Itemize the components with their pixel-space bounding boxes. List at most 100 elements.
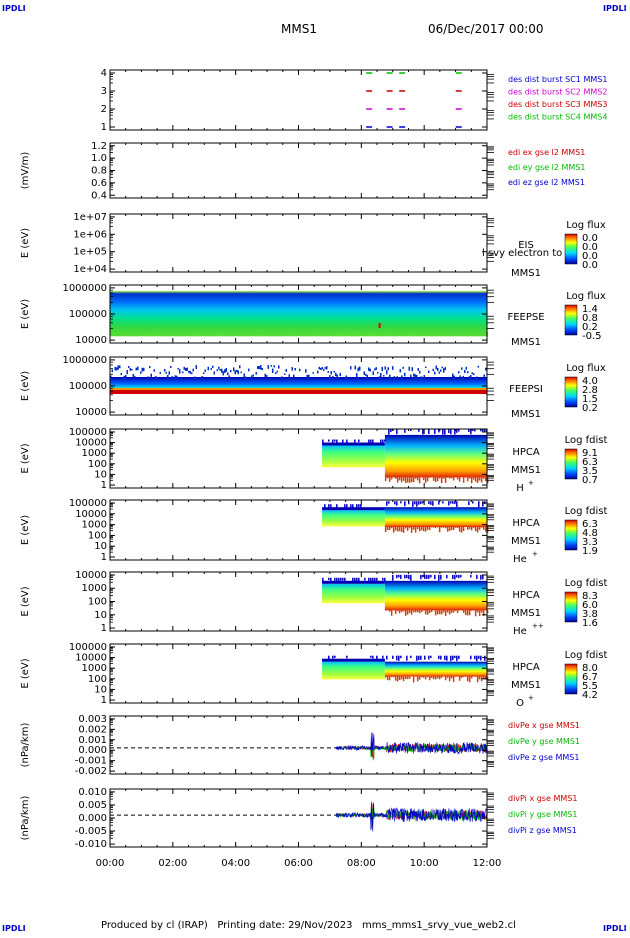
feepsi-speckle [331, 371, 333, 374]
hpca-fringe [395, 477, 397, 479]
hpca-fringe [322, 440, 324, 446]
feepse-spectrogram [182, 332, 184, 336]
hpca-fringe [445, 477, 447, 482]
hpca-fringe [479, 610, 481, 616]
hpca-fringe [427, 676, 429, 677]
hpca-fringe [432, 501, 434, 506]
feepse-spectrogram [292, 333, 294, 336]
feepsi-speckle [464, 370, 466, 373]
y-tick-label: -0.001 [75, 756, 107, 767]
hpca-fringe [384, 440, 386, 442]
legend-entry: des dist burst SC2 MMS2 [508, 88, 607, 97]
hpca-fringe [456, 575, 458, 578]
hpca-fringe [411, 527, 413, 533]
hpca-fringe [461, 676, 463, 678]
series-line [336, 733, 486, 757]
feepsi-speckle [388, 367, 390, 370]
y-tick-label: 3 [101, 86, 107, 97]
feepsi-speckle [268, 365, 270, 369]
feepse-spectrogram [300, 328, 302, 336]
spacecraft-label: MMS1 [511, 409, 541, 420]
feepsi-speckle [413, 373, 415, 376]
feepse-spectrogram [370, 335, 372, 336]
feepsi-speckle [299, 369, 301, 371]
panel-frame [110, 143, 487, 198]
feepse-spectrogram [174, 335, 176, 336]
hpca-fringe [382, 656, 384, 659]
feepse-spectrogram [234, 333, 236, 337]
hpca-fringe [433, 676, 435, 679]
feepse-spectrogram [356, 332, 358, 336]
feepse-spectrogram [368, 335, 370, 336]
feepsi-speckle [194, 377, 196, 381]
y-tick-label: 0.6 [91, 178, 107, 189]
legend-entry: des dist burst SC4 MMS4 [508, 113, 607, 122]
hpca-fringe [346, 440, 348, 445]
y-axis-label: (nPa/km) [20, 796, 31, 841]
feepsi-speckle [293, 375, 295, 378]
spacecraft-label: MMS1 [511, 680, 541, 691]
feepse-spectrogram [274, 334, 276, 337]
hpca-fringe [482, 575, 484, 580]
spacecraft-label: MMS1 [511, 465, 541, 476]
legend-entry: divPi z gse MMS1 [508, 826, 577, 835]
feepsi-lowband [110, 390, 487, 394]
hpca-fringe [414, 501, 416, 504]
hpca-fringe [477, 477, 479, 482]
feepsi-speckle [365, 374, 367, 376]
feepse-spectrogram [382, 332, 384, 336]
feepsi-lowband [110, 388, 487, 390]
y-axis-label: E (eV) [20, 443, 31, 473]
hpca-fringe [391, 676, 393, 677]
hpca-fringe [385, 676, 387, 677]
feepsi-speckle [148, 376, 150, 380]
hpca-fringe [405, 527, 407, 528]
feepse-spectrogram [406, 336, 408, 337]
legend-entry: divPe x gse MMS1 [508, 721, 580, 730]
feepse-spectrogram [388, 330, 390, 336]
hpca-fringe [409, 610, 411, 613]
species-charge-label: + [528, 479, 534, 487]
feepsi-speckle [256, 372, 258, 375]
y-tick-label: 1e+05 [73, 247, 107, 258]
colorbar-title: Log fdist [565, 435, 608, 446]
hpca-fringe [393, 676, 395, 677]
y-tick-label: 100 [88, 674, 107, 685]
feepsi-speckle [236, 370, 238, 372]
y-axis-label: E (eV) [20, 371, 31, 401]
feepsi-speckle [476, 376, 478, 380]
y-tick-label: 1 [101, 122, 107, 133]
legend-entry: divPe z gse MMS1 [508, 753, 579, 762]
feepsi-speckle [326, 366, 328, 369]
feepsi-speckle [305, 369, 307, 373]
spacecraft-label: MMS1 [511, 608, 541, 619]
feepse-spectrogram [142, 331, 144, 336]
hpca-fringe [395, 527, 397, 531]
feepsi-speckle [217, 369, 219, 371]
feepsi-speckle [484, 374, 486, 377]
corner-label-br: IPDLI [603, 924, 627, 933]
colorbar-title: Log fdist [565, 506, 608, 517]
feepsi-speckle [134, 376, 136, 378]
feepse-spectrogram [398, 331, 400, 337]
hpca-fringe [452, 501, 454, 504]
hpca-fringe [441, 676, 443, 677]
hpca-fringe [356, 578, 358, 582]
feepse-spectrogram [484, 330, 486, 336]
feepse-spectrogram [150, 335, 152, 336]
hpca-fringe [445, 676, 447, 680]
hpca-fringe [463, 477, 465, 482]
hpca-fringe [447, 610, 449, 612]
hpca-fringe [384, 578, 386, 582]
hpca-fringe [352, 578, 354, 583]
feepsi-speckle [478, 366, 480, 368]
species-charge-label: + [532, 550, 538, 558]
feepse-spectrogram [468, 330, 470, 337]
hpca-fringe [430, 575, 432, 578]
hpca-fringe [420, 501, 422, 504]
hpca-fringe [427, 477, 429, 481]
feepse-spectrogram [420, 331, 422, 336]
hpca-fringe [481, 527, 483, 528]
hpca-fringe [407, 610, 409, 614]
hpca-fringe [397, 477, 399, 482]
